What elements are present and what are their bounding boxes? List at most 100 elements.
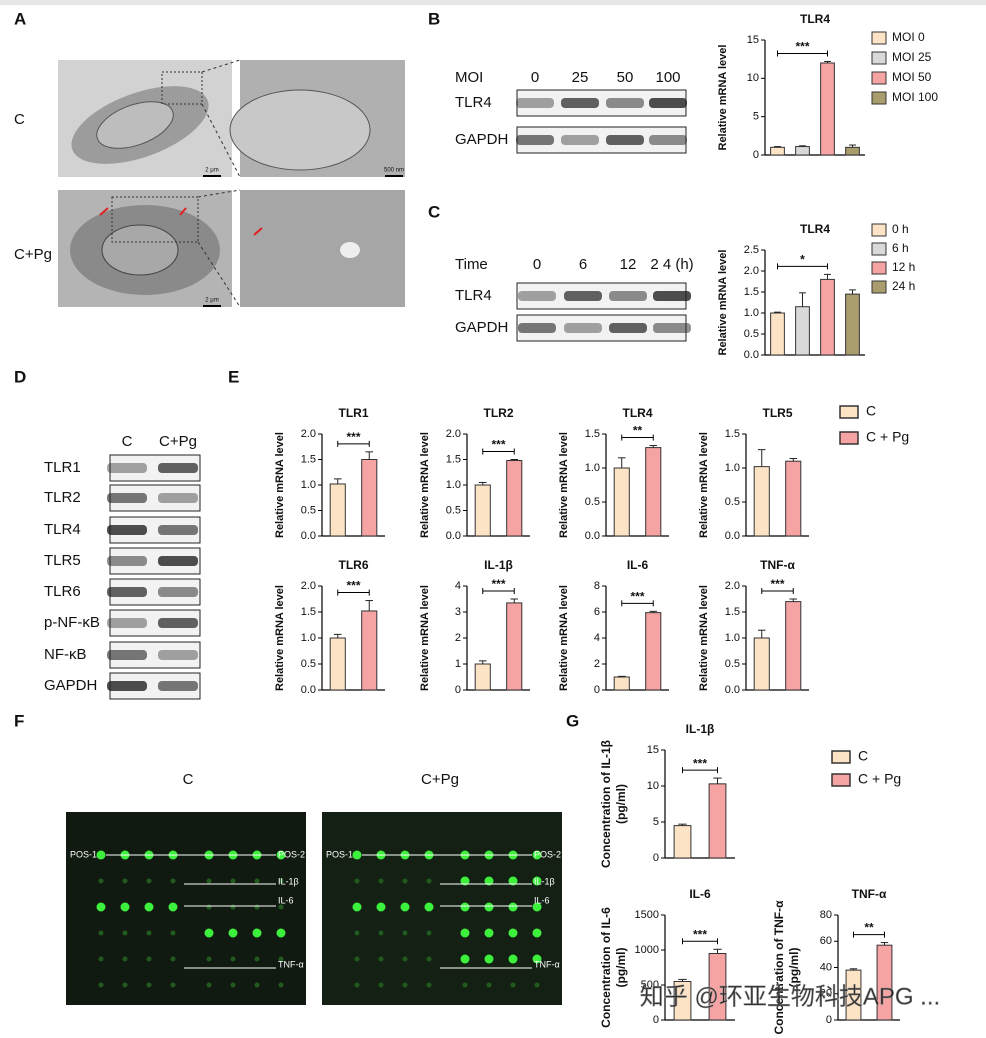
array-spot [378,982,384,988]
error-bar [510,459,519,461]
zoom-line [201,59,241,73]
blot-band [158,650,198,660]
array-spot [230,982,236,988]
array-spot [254,956,260,962]
y-axis-label: (pg/ml) [614,784,628,824]
y-tick-label: 15 [647,744,659,756]
y-tick-label: 4 [455,580,461,592]
blot-band [107,681,147,691]
legend-label: MOI 0 [892,30,925,44]
bar [845,146,860,156]
error-bar [713,777,722,784]
bar [506,460,523,537]
arrow [99,207,109,216]
array-spot [426,956,432,962]
bar [708,783,727,859]
y-tick-label: 0 [826,1014,832,1026]
legend-swatch [871,242,887,256]
y-tick-label: 0.0 [585,530,600,542]
array-spot [460,876,470,886]
legend-swatch [831,750,851,764]
bar [785,460,802,537]
chart-title: IL-1β [484,558,513,572]
error-bar [757,629,766,638]
y-tick-label: 1.0 [446,479,461,491]
array-spot [96,850,106,860]
array-spot [252,928,262,938]
bar [753,466,770,537]
array-spot [122,930,128,936]
bar [753,637,770,691]
legend-label: C [866,403,876,419]
array-spot [510,982,516,988]
array-spot [402,982,408,988]
y-tick-label: 2 [455,632,461,644]
y-tick-label: 1.5 [744,286,759,298]
nucleus [229,89,371,171]
array-label: IL-6 [534,895,550,905]
error-bar [678,978,687,982]
error-bar [774,311,781,313]
lane-label: 0 [533,256,541,273]
blot-band [609,323,647,333]
blot-band [561,98,599,108]
legend-label: C + Pg [858,771,901,787]
array-spot [352,850,362,860]
row-label: GAPDH [455,131,508,148]
error-bar [649,610,658,613]
chart-title: TNF-α [760,558,795,572]
lane-label: C+Pg [159,433,197,450]
bar [673,825,692,859]
scale-label: 500 nm [384,168,404,174]
y-axis-label: Relative mRNA level [558,432,570,538]
array-spot [376,902,386,912]
significance-label: *** [693,927,707,941]
y-tick-label: 10 [647,780,659,792]
legend-label: 12 h [892,260,915,274]
blot-band [606,98,644,108]
panel-label: A [14,9,26,28]
array-spot [484,902,494,912]
blot-band [158,493,198,503]
scale-bar [385,175,403,177]
array-label: POS-2 [534,849,561,859]
array-spot [122,956,128,962]
lane-label: 12 [620,256,637,273]
bar [645,447,662,537]
bar [845,293,860,356]
y-tick-label: 2 [594,658,600,670]
y-tick-label: 500 [641,979,659,991]
array-spot [532,876,542,886]
array-spot [354,956,360,962]
zoom-line [201,103,241,178]
array-spot [402,956,408,962]
array-spot [508,954,518,964]
array-spot [206,956,212,962]
bar [613,467,630,537]
array-spot [352,902,362,912]
array-spot [508,902,518,912]
error-bar [789,598,798,602]
legend-swatch [871,71,887,85]
chart-title: TLR4 [800,12,830,26]
array-spot [230,904,236,910]
y-tick-label: 0 [594,684,600,696]
row-label: TLR2 [44,489,81,506]
y-axis-label: Relative mRNA level [419,585,431,691]
legend-swatch [839,405,859,419]
blot-band [158,618,198,628]
legend-label: C [858,748,868,764]
array-image [66,812,306,1005]
chart-title: TNF-α [852,887,887,901]
row-label: p-NF-κB [44,614,100,631]
error-bar [649,445,658,448]
array-title: C [183,771,194,788]
y-tick-label: 0 [653,1014,659,1026]
bar [474,484,491,537]
significance-label: ** [864,921,874,935]
legend-label: MOI 50 [892,70,932,84]
scale-label: 2 μm [205,168,218,174]
nucleus [101,224,179,276]
bar [820,62,835,156]
